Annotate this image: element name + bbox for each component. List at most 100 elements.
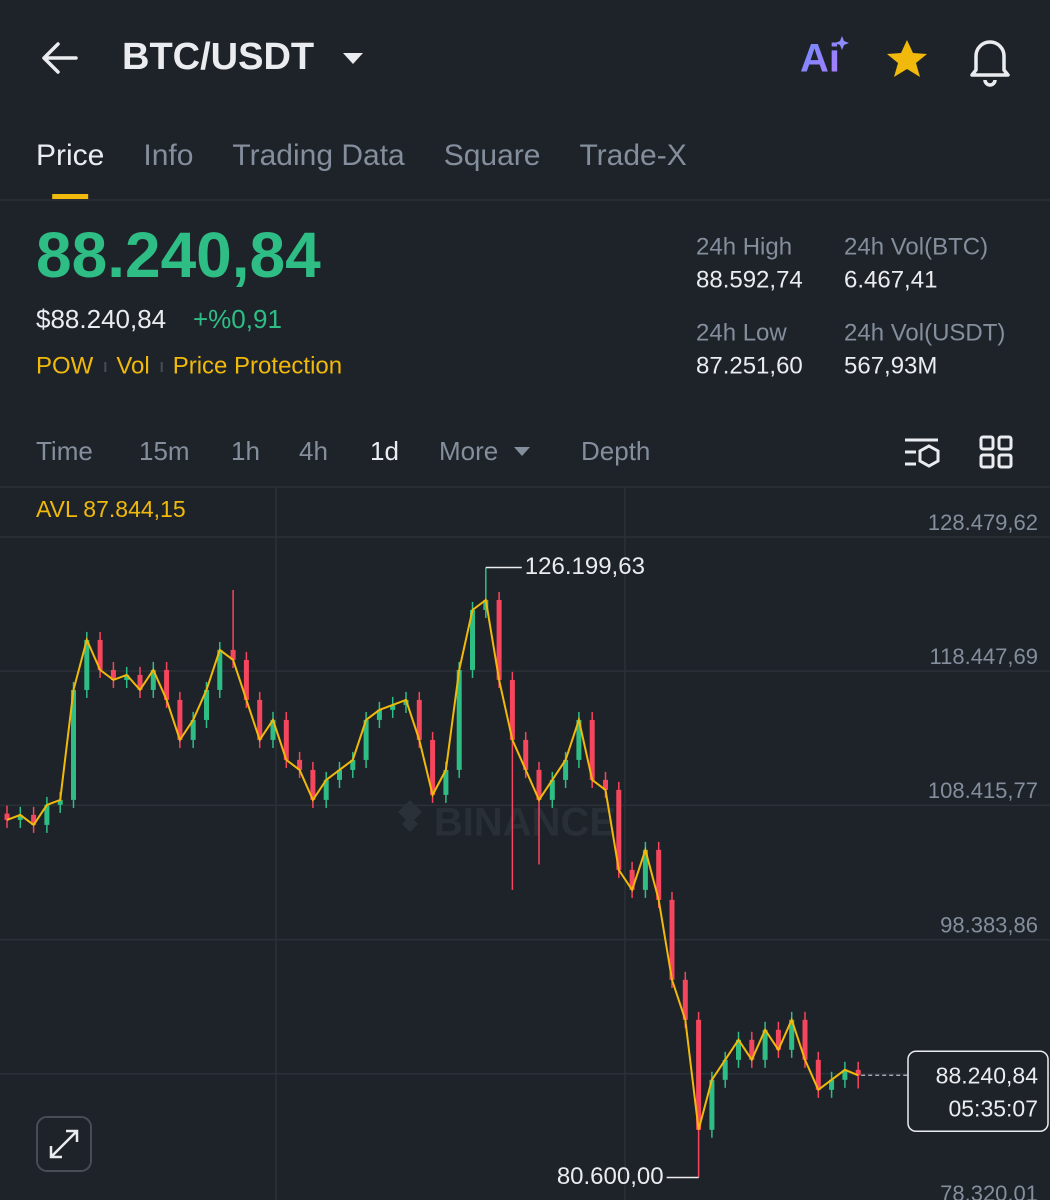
candle-body [283, 719, 289, 760]
settings-hex [918, 444, 940, 468]
candle-body [656, 849, 662, 900]
grid-cell [979, 435, 995, 451]
candle-body [642, 849, 648, 890]
candle-body [44, 804, 50, 825]
settings-lines [905, 438, 938, 466]
pair-dropdown[interactable] [343, 53, 363, 64]
pair-title[interactable]: BTC/USDT [122, 36, 314, 78]
candle-body [17, 814, 23, 820]
candle-body [563, 759, 569, 780]
candle-body [536, 769, 542, 800]
interval-tab[interactable]: 1d [370, 436, 399, 466]
tab[interactable]: Trade-X [579, 139, 686, 172]
candle-body [616, 789, 622, 870]
candle-body [549, 779, 555, 800]
candle-body [124, 674, 130, 680]
tag[interactable]: Price Protection [173, 352, 342, 379]
stats: 24h High 88.592,74 24h Vol(BTC) 6.467,41 24h… [696, 233, 1005, 379]
candle-body [4, 813, 10, 820]
back-arrow [42, 42, 78, 74]
candle-body [749, 1039, 755, 1060]
tab[interactable]: Square [444, 139, 541, 172]
candle-body [589, 719, 595, 780]
layout-button[interactable] [979, 435, 1013, 469]
last-price-box [907, 1050, 1049, 1133]
candle-body [576, 719, 582, 760]
candle-body [137, 674, 143, 690]
candle-body [496, 599, 502, 680]
candle-body [523, 739, 529, 770]
candle-body [775, 1029, 781, 1050]
close-line [6, 598, 859, 1131]
candle-body [736, 1039, 741, 1060]
candle-body [204, 689, 209, 720]
ai-sparkle [835, 36, 849, 50]
stat-label: 24h Vol(USDT) [844, 319, 1005, 346]
chart[interactable]: BINANCE 128.479,62 118.447,69 108.415,77 98.… [0, 496, 1050, 1200]
stat-value: 88.592,74 [696, 266, 803, 293]
interval-tab[interactable]: Time [36, 436, 93, 466]
candle-body [350, 759, 356, 770]
candle-body [709, 1079, 715, 1130]
y-tick-label: 98.383,86 [940, 912, 1038, 937]
watermark: BINANCE [434, 801, 616, 845]
stat-value: 567,93M [844, 352, 937, 379]
candle-body [509, 679, 515, 740]
candle-body [682, 979, 688, 1020]
candle-body [190, 719, 196, 740]
tab[interactable]: Trading Data [232, 139, 405, 172]
grid-cell [997, 435, 1013, 451]
stat-label: 24h High [696, 233, 792, 260]
candle-body [696, 1019, 702, 1130]
candle-body [270, 719, 276, 740]
tag[interactable]: Vol [116, 352, 149, 379]
candle-body [177, 699, 183, 740]
candle-body [829, 1079, 835, 1090]
favorite-star[interactable] [887, 40, 927, 77]
candle-body [855, 1069, 861, 1076]
ai-button[interactable]: Ai [800, 37, 840, 81]
bell-body [970, 40, 1010, 77]
alert-bell[interactable] [970, 40, 1010, 87]
candle-body [257, 699, 263, 740]
candle-body [430, 739, 436, 795]
fullscreen-icon [49, 1129, 79, 1159]
candle-body [217, 649, 223, 690]
stat-value: 87.251,60 [696, 352, 803, 379]
candle-body [802, 1019, 808, 1060]
tab[interactable]: Info [143, 139, 193, 172]
candle-body [150, 669, 156, 690]
y-tick-label: 108.415,77 [928, 778, 1038, 803]
high-annotation: 126.199,63 [525, 553, 645, 580]
tag[interactable]: POW [36, 352, 94, 379]
candle-body [363, 719, 369, 760]
avl-label: AVL 87.844,15 [36, 496, 186, 522]
candle-body [84, 639, 90, 690]
candle-body [762, 1029, 768, 1060]
tab[interactable]: Price [36, 139, 104, 172]
interval-bar: Time 15m 1h 4h 1d More Depth [36, 436, 650, 466]
candle-body [470, 609, 475, 670]
interval-tab[interactable]: Depth [581, 436, 650, 466]
candle-body [456, 669, 462, 770]
bell-clapper [983, 79, 997, 87]
candle-body [97, 639, 103, 670]
candle-body [722, 1059, 728, 1080]
candle-body [230, 649, 236, 660]
interval-tab[interactable]: More [439, 436, 498, 466]
last-price-label: 88.240,84 [936, 1062, 1039, 1088]
more-dropdown[interactable] [514, 447, 530, 456]
low-annotation: 80.600,00 [557, 1163, 664, 1190]
indicator-settings[interactable] [905, 438, 940, 468]
interval-tab[interactable]: 1h [231, 436, 260, 466]
fullscreen-button[interactable] [36, 1116, 92, 1172]
candle-body [71, 689, 76, 800]
back-button[interactable] [42, 42, 78, 74]
interval-tab[interactable]: 4h [299, 436, 328, 466]
interval-tab[interactable]: 15m [139, 436, 190, 466]
stat-label: 24h Vol(BTC) [844, 233, 988, 260]
y-tick-label: 128.479,62 [928, 510, 1038, 535]
